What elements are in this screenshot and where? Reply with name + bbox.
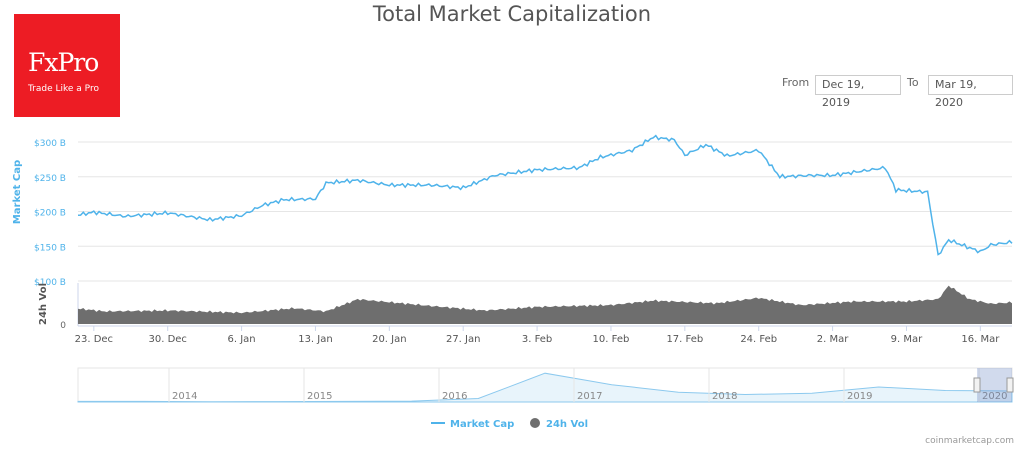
x-tick-label: 6. Jan [228,334,256,345]
x-tick-label: 20. Jan [372,334,407,345]
navigator-series [77,372,1013,403]
market-cap-line [77,134,1013,256]
legend-24h-vol[interactable]: 24h Vol [546,419,588,430]
x-tick-label: 2. Mar [817,334,849,345]
navigator-year-label: 2016 [442,391,467,402]
vol-axis-title: 24h Vol [38,283,49,325]
x-tick-label: 24. Feb [740,334,777,345]
to-date-input[interactable]: Mar 19, 2020 [928,75,1013,109]
y-tick-label: $100 B [34,278,66,288]
x-tick-label: 13. Jan [298,334,333,345]
logo-brand: FxPro [28,48,99,77]
legend-vol-symbol [530,418,540,428]
y-tick-label: $250 B [34,174,66,184]
to-label: To [907,76,919,89]
credit-link[interactable]: coinmarketcap.com [925,436,1014,446]
x-tick-label: 27. Jan [446,334,481,345]
x-tick-label: 16. Mar [961,334,1000,345]
from-label: From [782,76,810,89]
chart-title: Total Market Capitalization [372,2,652,26]
y-tick-label: $150 B [34,243,66,253]
navigator-selection[interactable] [977,368,1012,402]
legend-market-cap[interactable]: Market Cap [450,419,514,430]
navigator-handle[interactable] [973,377,981,393]
x-tick-label: 10. Feb [593,334,630,345]
logo-tagline: Trade Like a Pro [28,84,99,94]
fxpro-logo: FxPro Trade Like a Pro [14,14,120,117]
navigator-year-label: 2020 [982,391,1007,402]
y-axis-title: Market Cap [12,160,23,224]
x-tick-label: 9. Mar [891,334,923,345]
vol-area [78,285,1012,324]
from-date-input[interactable]: Dec 19, 2019 [815,75,901,109]
x-tick-label: 23. Dec [75,334,113,345]
navigator-year-label: 2014 [172,391,197,402]
navigator-year-label: 2015 [307,391,332,402]
vol-tick-label: 0 [60,321,66,331]
navigator-year-label: 2018 [712,391,737,402]
x-tick-label: 3. Feb [522,334,552,345]
navigator-year-label: 2019 [847,391,872,402]
y-tick-label: $300 B [34,139,66,149]
x-tick-label: 30. Dec [148,334,186,345]
y-tick-label: $200 B [34,209,66,219]
navigator-year-label: 2017 [577,391,602,402]
navigator-handle[interactable] [1006,377,1014,393]
x-tick-label: 17. Feb [666,334,703,345]
